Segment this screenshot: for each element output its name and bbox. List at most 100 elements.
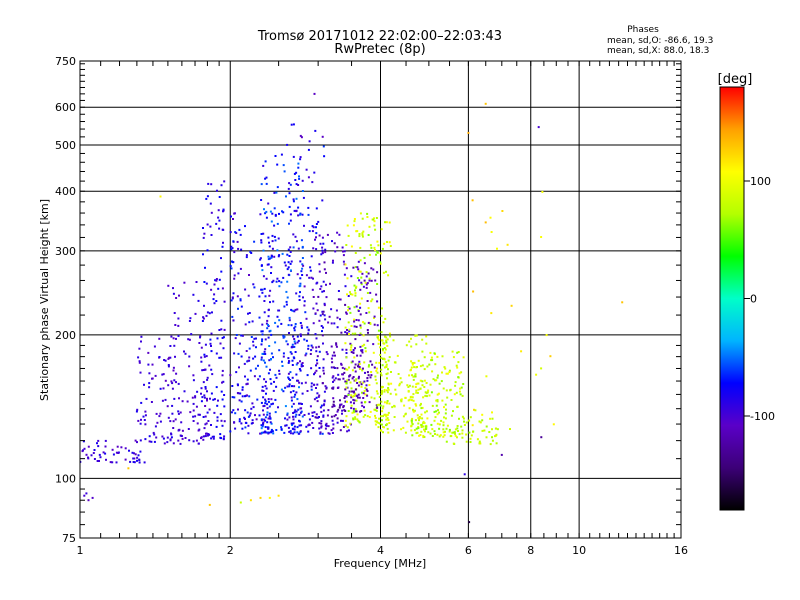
data-point — [173, 397, 176, 400]
data-point — [429, 383, 432, 386]
data-point — [375, 409, 378, 412]
data-point — [247, 359, 250, 362]
data-point — [390, 371, 392, 373]
data-point — [422, 425, 425, 428]
data-point — [237, 392, 240, 395]
data-point — [354, 416, 357, 419]
data-point — [452, 356, 455, 359]
data-point — [260, 183, 263, 186]
data-point — [291, 427, 294, 430]
data-point — [138, 347, 141, 350]
data-point — [204, 415, 207, 418]
data-point — [206, 397, 208, 400]
data-point — [321, 249, 324, 252]
data-point — [376, 406, 379, 409]
data-point — [206, 195, 209, 198]
data-point — [340, 362, 343, 365]
data-point — [379, 261, 382, 264]
data-point — [385, 418, 388, 421]
data-point — [352, 349, 355, 351]
data-point — [366, 377, 369, 379]
data-point — [159, 420, 162, 423]
data-point — [374, 378, 377, 381]
data-point — [277, 255, 280, 258]
data-point — [332, 386, 335, 389]
data-point — [288, 319, 291, 322]
data-point — [456, 427, 459, 430]
data-point — [376, 300, 379, 303]
data-point — [346, 277, 349, 280]
data-point — [262, 422, 264, 425]
data-point — [306, 374, 309, 377]
data-point — [326, 233, 329, 236]
data-point — [394, 388, 397, 391]
data-point — [164, 359, 167, 362]
data-point — [459, 387, 462, 390]
data-point — [220, 319, 223, 322]
data-point — [323, 155, 326, 158]
data-point — [269, 329, 272, 332]
data-point — [350, 394, 353, 397]
data-point — [212, 435, 215, 438]
data-point — [366, 394, 369, 397]
data-point — [319, 242, 322, 245]
data-point — [281, 360, 283, 363]
data-point — [421, 417, 424, 420]
x-tick-label: 10 — [572, 544, 586, 557]
data-point — [290, 396, 293, 399]
data-point — [412, 410, 415, 413]
data-point — [293, 431, 296, 434]
data-point — [448, 430, 451, 433]
data-point — [296, 379, 298, 382]
data-point — [220, 437, 222, 440]
data-point — [359, 302, 362, 305]
data-point — [510, 304, 513, 307]
data-point — [155, 412, 158, 415]
data-point — [294, 235, 297, 238]
data-point — [293, 310, 296, 313]
data-point — [496, 247, 498, 250]
data-point — [210, 234, 213, 236]
data-point — [305, 339, 308, 342]
data-point — [282, 211, 285, 214]
stats-header: Phases — [627, 25, 659, 35]
data-point — [218, 219, 221, 222]
data-point — [360, 283, 363, 286]
data-point — [276, 325, 279, 328]
data-point — [384, 317, 387, 320]
data-point — [331, 419, 334, 422]
data-point — [213, 302, 216, 305]
data-point — [267, 400, 270, 403]
data-point — [331, 354, 334, 357]
data-point — [293, 172, 296, 175]
data-point — [261, 288, 264, 291]
data-point — [128, 449, 130, 452]
data-point — [287, 187, 290, 190]
data-point — [402, 426, 405, 429]
data-point — [275, 280, 278, 283]
data-point — [316, 362, 319, 365]
data-point — [262, 396, 265, 399]
data-point — [264, 177, 267, 180]
colorbar-tick-label: 0 — [750, 293, 757, 306]
data-point — [202, 316, 205, 319]
data-point — [244, 409, 247, 412]
data-point — [300, 424, 303, 427]
data-point — [265, 176, 268, 179]
data-point — [200, 356, 203, 359]
data-point — [194, 415, 197, 418]
data-point — [383, 413, 386, 416]
data-point — [274, 213, 277, 216]
data-point — [443, 406, 445, 409]
data-point — [386, 372, 389, 375]
data-point — [286, 418, 289, 421]
axis-ticks — [80, 61, 681, 538]
data-point — [418, 419, 420, 422]
data-point — [223, 405, 226, 408]
data-point — [349, 381, 352, 384]
data-point — [296, 362, 299, 365]
data-point — [363, 279, 366, 282]
data-point — [291, 385, 293, 388]
data-point — [205, 432, 207, 435]
data-point — [367, 307, 370, 310]
